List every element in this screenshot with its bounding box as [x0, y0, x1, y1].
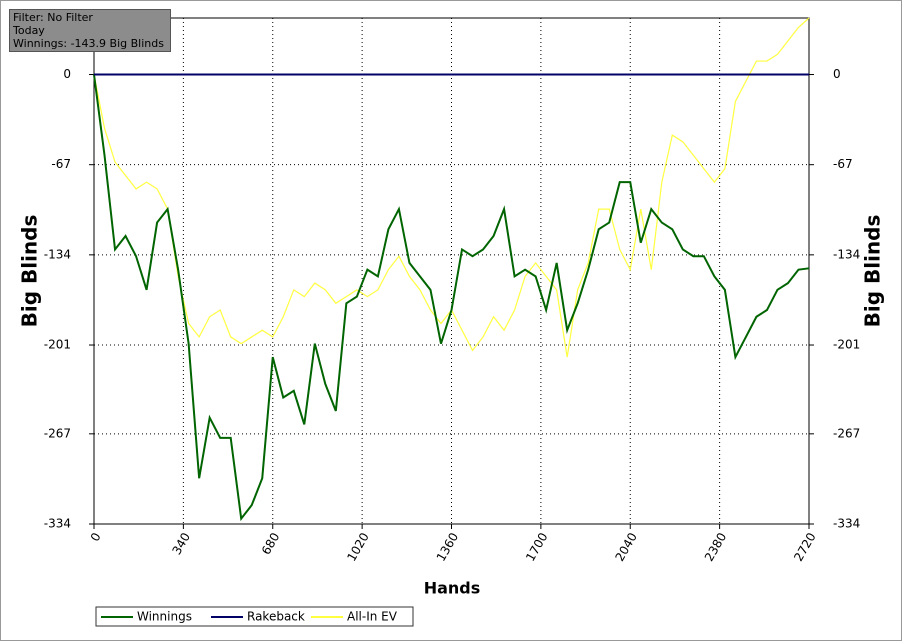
- y-tick-label-right: -334: [833, 517, 860, 531]
- legend-label: Winnings: [137, 610, 192, 624]
- x-tick-label: 2380: [702, 530, 729, 563]
- legend-label: All-In EV: [347, 610, 398, 624]
- series-line: [93, 74, 810, 522]
- y-tick-label: -134: [44, 247, 71, 261]
- y-tick-label: -334: [44, 517, 71, 531]
- y-tick-label: -267: [44, 426, 71, 440]
- x-tick-label: 2040: [612, 530, 639, 563]
- x-tick-label: 680: [259, 530, 283, 557]
- y-tick-label-right: -201: [833, 338, 860, 352]
- y-tick-label-right: -267: [833, 426, 860, 440]
- x-tick-label: 1360: [434, 530, 461, 563]
- x-tick-label: 1700: [523, 530, 550, 563]
- legend-label: Rakeback: [247, 610, 305, 624]
- y-tick-label-right: 0: [833, 67, 841, 81]
- legend: [95, 606, 414, 627]
- x-tick-label: 2720: [791, 530, 818, 563]
- info-line: Filter: No Filter: [13, 11, 93, 24]
- y-tick-label: -67: [51, 157, 71, 171]
- info-line: Today: [13, 24, 45, 37]
- y-tick-label: -201: [44, 338, 71, 352]
- info-line: Winnings: -143.9 Big Blinds: [13, 37, 164, 50]
- y-tick-label-right: -67: [833, 157, 853, 171]
- x-axis-label: Hands: [424, 579, 481, 598]
- y-tick-label-right: -134: [833, 247, 860, 261]
- y-axis-label: Big Blinds: [18, 215, 42, 328]
- y-axis-label-right: Big Blinds: [861, 215, 885, 328]
- y-tick-label: 0: [63, 67, 71, 81]
- info-box: Filter: No Filter Today Winnings: -143.9 B…: [9, 9, 171, 52]
- x-tick-label: 1020: [344, 530, 371, 563]
- x-tick-label: 340: [169, 530, 193, 557]
- x-tick-label: 0: [88, 530, 104, 544]
